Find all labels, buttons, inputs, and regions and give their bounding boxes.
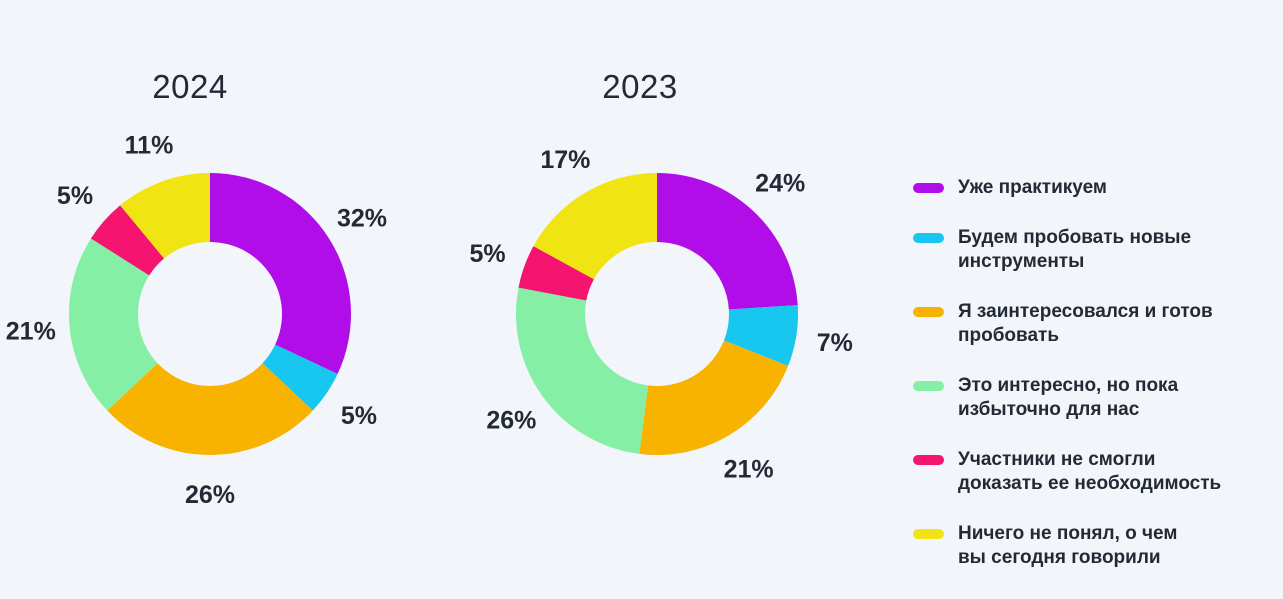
chart-title-2023: 2023	[602, 68, 678, 105]
slice-value-label: 24%	[755, 170, 805, 198]
legend-swatch	[913, 529, 944, 539]
donut-slice	[107, 363, 313, 455]
donut-slice	[657, 173, 798, 310]
slice-value-label: 11%	[125, 131, 174, 159]
legend-item: Уже практикуем	[913, 176, 1221, 200]
slice-value-label: 32%	[337, 204, 387, 232]
donut-slice	[69, 238, 158, 411]
slice-value-label: 5%	[470, 240, 506, 268]
donut-slice	[533, 173, 657, 280]
legend-item: Участники не смогли доказать ее необходи…	[913, 448, 1221, 496]
legend-item: Это интересно, но пока избыточно для нас	[913, 374, 1221, 422]
legend-swatch	[913, 233, 944, 243]
donut-slice	[518, 246, 594, 301]
legend-item: Ничего не понял, о чем вы сегодня говори…	[913, 522, 1221, 570]
donut-slice	[90, 205, 165, 276]
legend-swatch	[913, 307, 944, 317]
legend-label: Это интересно, но пока избыточно для нас	[958, 375, 1179, 420]
donut-slice	[516, 287, 648, 454]
donut-chart-2024: 32% 5% 26% 21% 5% 11%	[6, 131, 387, 509]
slice-value-label: 26%	[185, 481, 235, 509]
legend-label: Уже практикуем	[958, 177, 1107, 198]
legend-swatch	[913, 381, 944, 391]
donut-slice	[723, 305, 798, 366]
donut-slice	[262, 344, 338, 411]
legend-swatch	[913, 183, 944, 193]
slice-value-label: 5%	[341, 402, 377, 430]
legend-label: Участники не смогли доказать ее необходи…	[958, 449, 1222, 494]
donut-chart-2023: 24% 7% 21% 26% 5% 17%	[470, 146, 853, 484]
chart-legend: Уже практикуем Будем пробовать новые инст…	[913, 176, 1221, 570]
donut-slice	[639, 340, 789, 456]
legend-label: Я заинтересовался и готов пробовать	[958, 301, 1213, 346]
legend-label: Будем пробовать новые инструменты	[958, 227, 1192, 272]
legend-swatch	[913, 455, 944, 465]
slice-value-label: 21%	[6, 318, 56, 346]
slice-value-label: 26%	[486, 407, 536, 435]
donut-slice	[210, 173, 351, 375]
slice-value-label: 17%	[540, 146, 590, 174]
chart-title-2024: 2024	[152, 68, 228, 105]
donut-slice	[120, 173, 210, 259]
slice-value-label: 21%	[724, 456, 774, 484]
legend-label: Ничего не понял, о чем вы сегодня говори…	[958, 523, 1178, 568]
slice-value-label: 7%	[817, 329, 853, 357]
legend-item: Я заинтересовался и готов пробовать	[913, 300, 1221, 348]
slice-value-label: 5%	[57, 182, 93, 210]
legend-item: Будем пробовать новые инструменты	[913, 226, 1221, 274]
